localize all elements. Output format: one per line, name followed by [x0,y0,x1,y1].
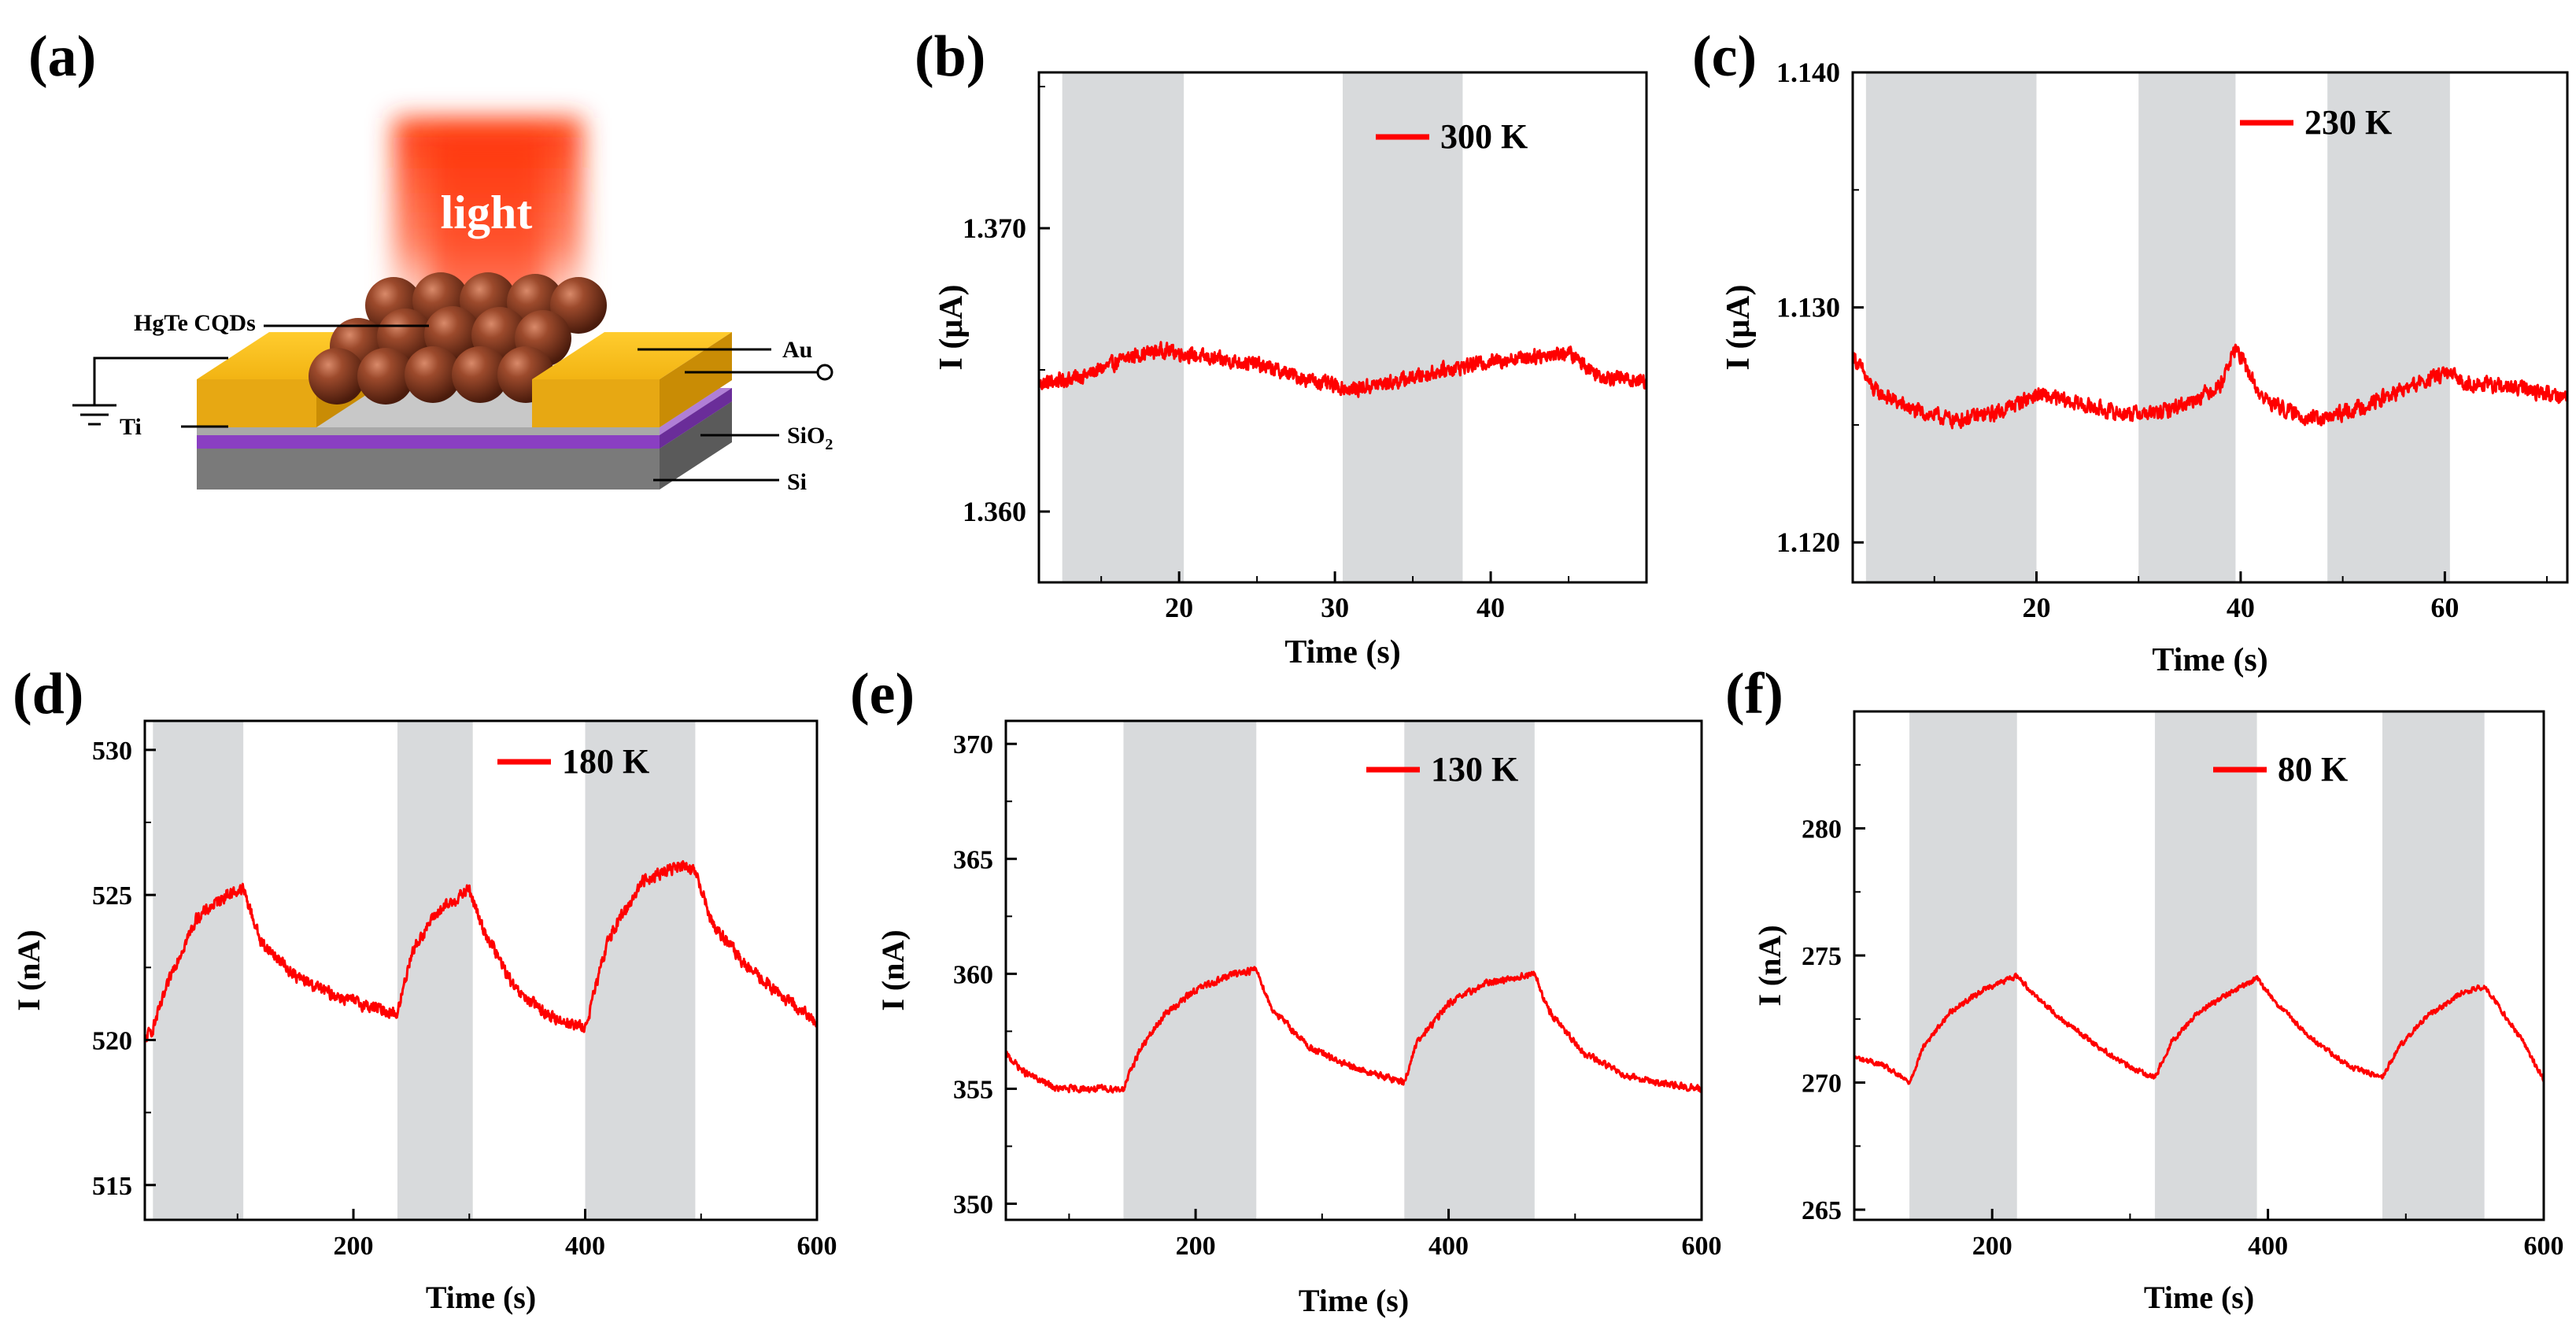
y-tick-label: 270 [1802,1070,1842,1099]
chart-e: 130 K 200 400 600 350 355 360 365 370 Time (s) I (… [850,662,1722,1318]
chart-b: 300 K 20 30 40 1.360 1.370 Time (s) I (μA) (b) [915,24,1648,671]
plot-frame [1037,71,1648,584]
chart-d: 180 K 200 400 600 515 520 525 530 Time (s) I (nA)… [11,662,837,1315]
panel-label-c: (c) [1692,24,1757,89]
au-electrode-right [532,332,732,427]
y-tick-label: 265 [1802,1196,1842,1225]
light-on-region [585,721,696,1220]
y-tick-label: 1.120 [1776,526,1840,558]
plot-frame [1004,719,1703,1221]
x-tick-label: 400 [1428,1232,1469,1261]
x-tick-label: 200 [1972,1232,2012,1261]
light-on-region [1865,72,2037,582]
schematic-leader-lines [72,324,819,482]
x-tick-label: 200 [1176,1232,1216,1261]
y-tick-label: 275 [1802,942,1842,971]
device-schematic: (a) light [28,24,833,495]
y-tick-label: 530 [92,737,132,766]
y-tick-label: 1.130 [1776,292,1840,323]
y-tick-label: 280 [1802,815,1842,844]
y-axis-title: I (μA) [933,285,970,371]
cqd-sphere [550,277,607,334]
panel-label-f: (f) [1725,662,1783,726]
x-tick-label: 600 [2524,1232,2564,1261]
light-on-region [1343,72,1463,582]
y-axis-title: I (nA) [11,929,46,1010]
series-line [1006,966,1702,1094]
chart-f: 80 K 200 400 600 265 270 275 280 Time (s) I (nA) (… [1725,662,2564,1315]
x-tick-label: 600 [797,1232,837,1261]
cqd-sphere [357,348,414,405]
plot-frame [1853,710,2545,1221]
series-line [1854,972,2544,1085]
legend-label: 180 K [562,742,649,781]
light-on-region [2138,72,2236,582]
x-axis-title: Time (s) [426,1280,536,1315]
y-axis-title: I (nA) [1752,925,1787,1006]
series-line [145,859,817,1043]
x-axis-title: Time (s) [1299,1283,1409,1318]
charts: 300 K 20 30 40 1.360 1.370 Time (s) I (μA) (b) 23… [11,24,2569,1318]
plot-frame [143,719,819,1221]
x-tick-label: 40 [2227,592,2255,623]
x-tick-label: 400 [565,1232,605,1261]
y-tick-label: 515 [92,1172,132,1201]
series-line [1039,341,1646,398]
light-on-region [153,721,244,1220]
panel-label-a: (a) [28,24,96,89]
y-axis-title: I (nA) [875,929,911,1010]
y-tick-label: 1.370 [963,212,1026,244]
light-on-region [1909,711,2017,1220]
panel-label-b: (b) [915,24,985,89]
panel-label-e: (e) [850,662,915,726]
x-tick-label: 600 [1682,1232,1722,1261]
x-tick-label: 30 [1321,592,1349,623]
label-sio2: SiO2 [787,423,833,453]
label-hgte-cqds: HgTe CQDs [134,310,256,336]
label-au: Au [782,337,812,363]
y-tick-label: 355 [953,1075,993,1104]
series-line [1853,343,2567,430]
cqd-sphere [452,346,508,403]
plot-frame [1851,71,2569,584]
x-axis-title: Time (s) [2152,642,2267,678]
light-on-region [1062,72,1185,582]
light-on-region [2382,711,2485,1220]
x-tick-label: 200 [334,1232,374,1261]
y-tick-label: 525 [92,881,132,911]
light-label: light [441,187,533,238]
x-tick-label: 20 [2022,592,2050,623]
x-tick-label: 60 [2430,592,2459,623]
legend-label: 230 K [2304,103,2392,142]
x-tick-label: 20 [1165,592,1193,623]
cqd-sphere [405,346,461,403]
terminal-icon [816,364,833,381]
hgte-cqds [309,272,607,405]
cqd-sphere [309,348,365,405]
y-tick-label: 350 [953,1191,993,1220]
x-axis-title: Time (s) [2144,1280,2254,1315]
x-tick-label: 400 [2248,1232,2288,1261]
x-tick-label: 40 [1476,592,1505,623]
legend-label: 130 K [1431,750,1518,789]
light-on-region [2327,72,2450,582]
legend-label: 300 K [1440,117,1528,156]
label-ti: Ti [120,414,142,440]
y-tick-label: 1.140 [1776,57,1840,88]
x-axis-title: Time (s) [1284,634,1400,671]
light-on-region [1404,721,1535,1220]
light-on-region [397,721,473,1220]
y-tick-label: 365 [953,845,993,874]
y-tick-label: 1.360 [963,496,1026,527]
light-on-region [2154,711,2257,1220]
y-tick-label: 360 [953,960,993,989]
y-tick-label: 520 [92,1026,132,1055]
panel-label-d: (d) [13,662,83,726]
y-tick-label: 370 [953,730,993,759]
chart-c: 230 K 20 40 60 1.120 1.130 1.140 Time (s) I (μA)… [1692,24,2569,678]
y-axis-title: I (μA) [1720,285,1757,371]
label-si: Si [787,469,807,495]
legend-label: 80 K [2278,750,2348,789]
